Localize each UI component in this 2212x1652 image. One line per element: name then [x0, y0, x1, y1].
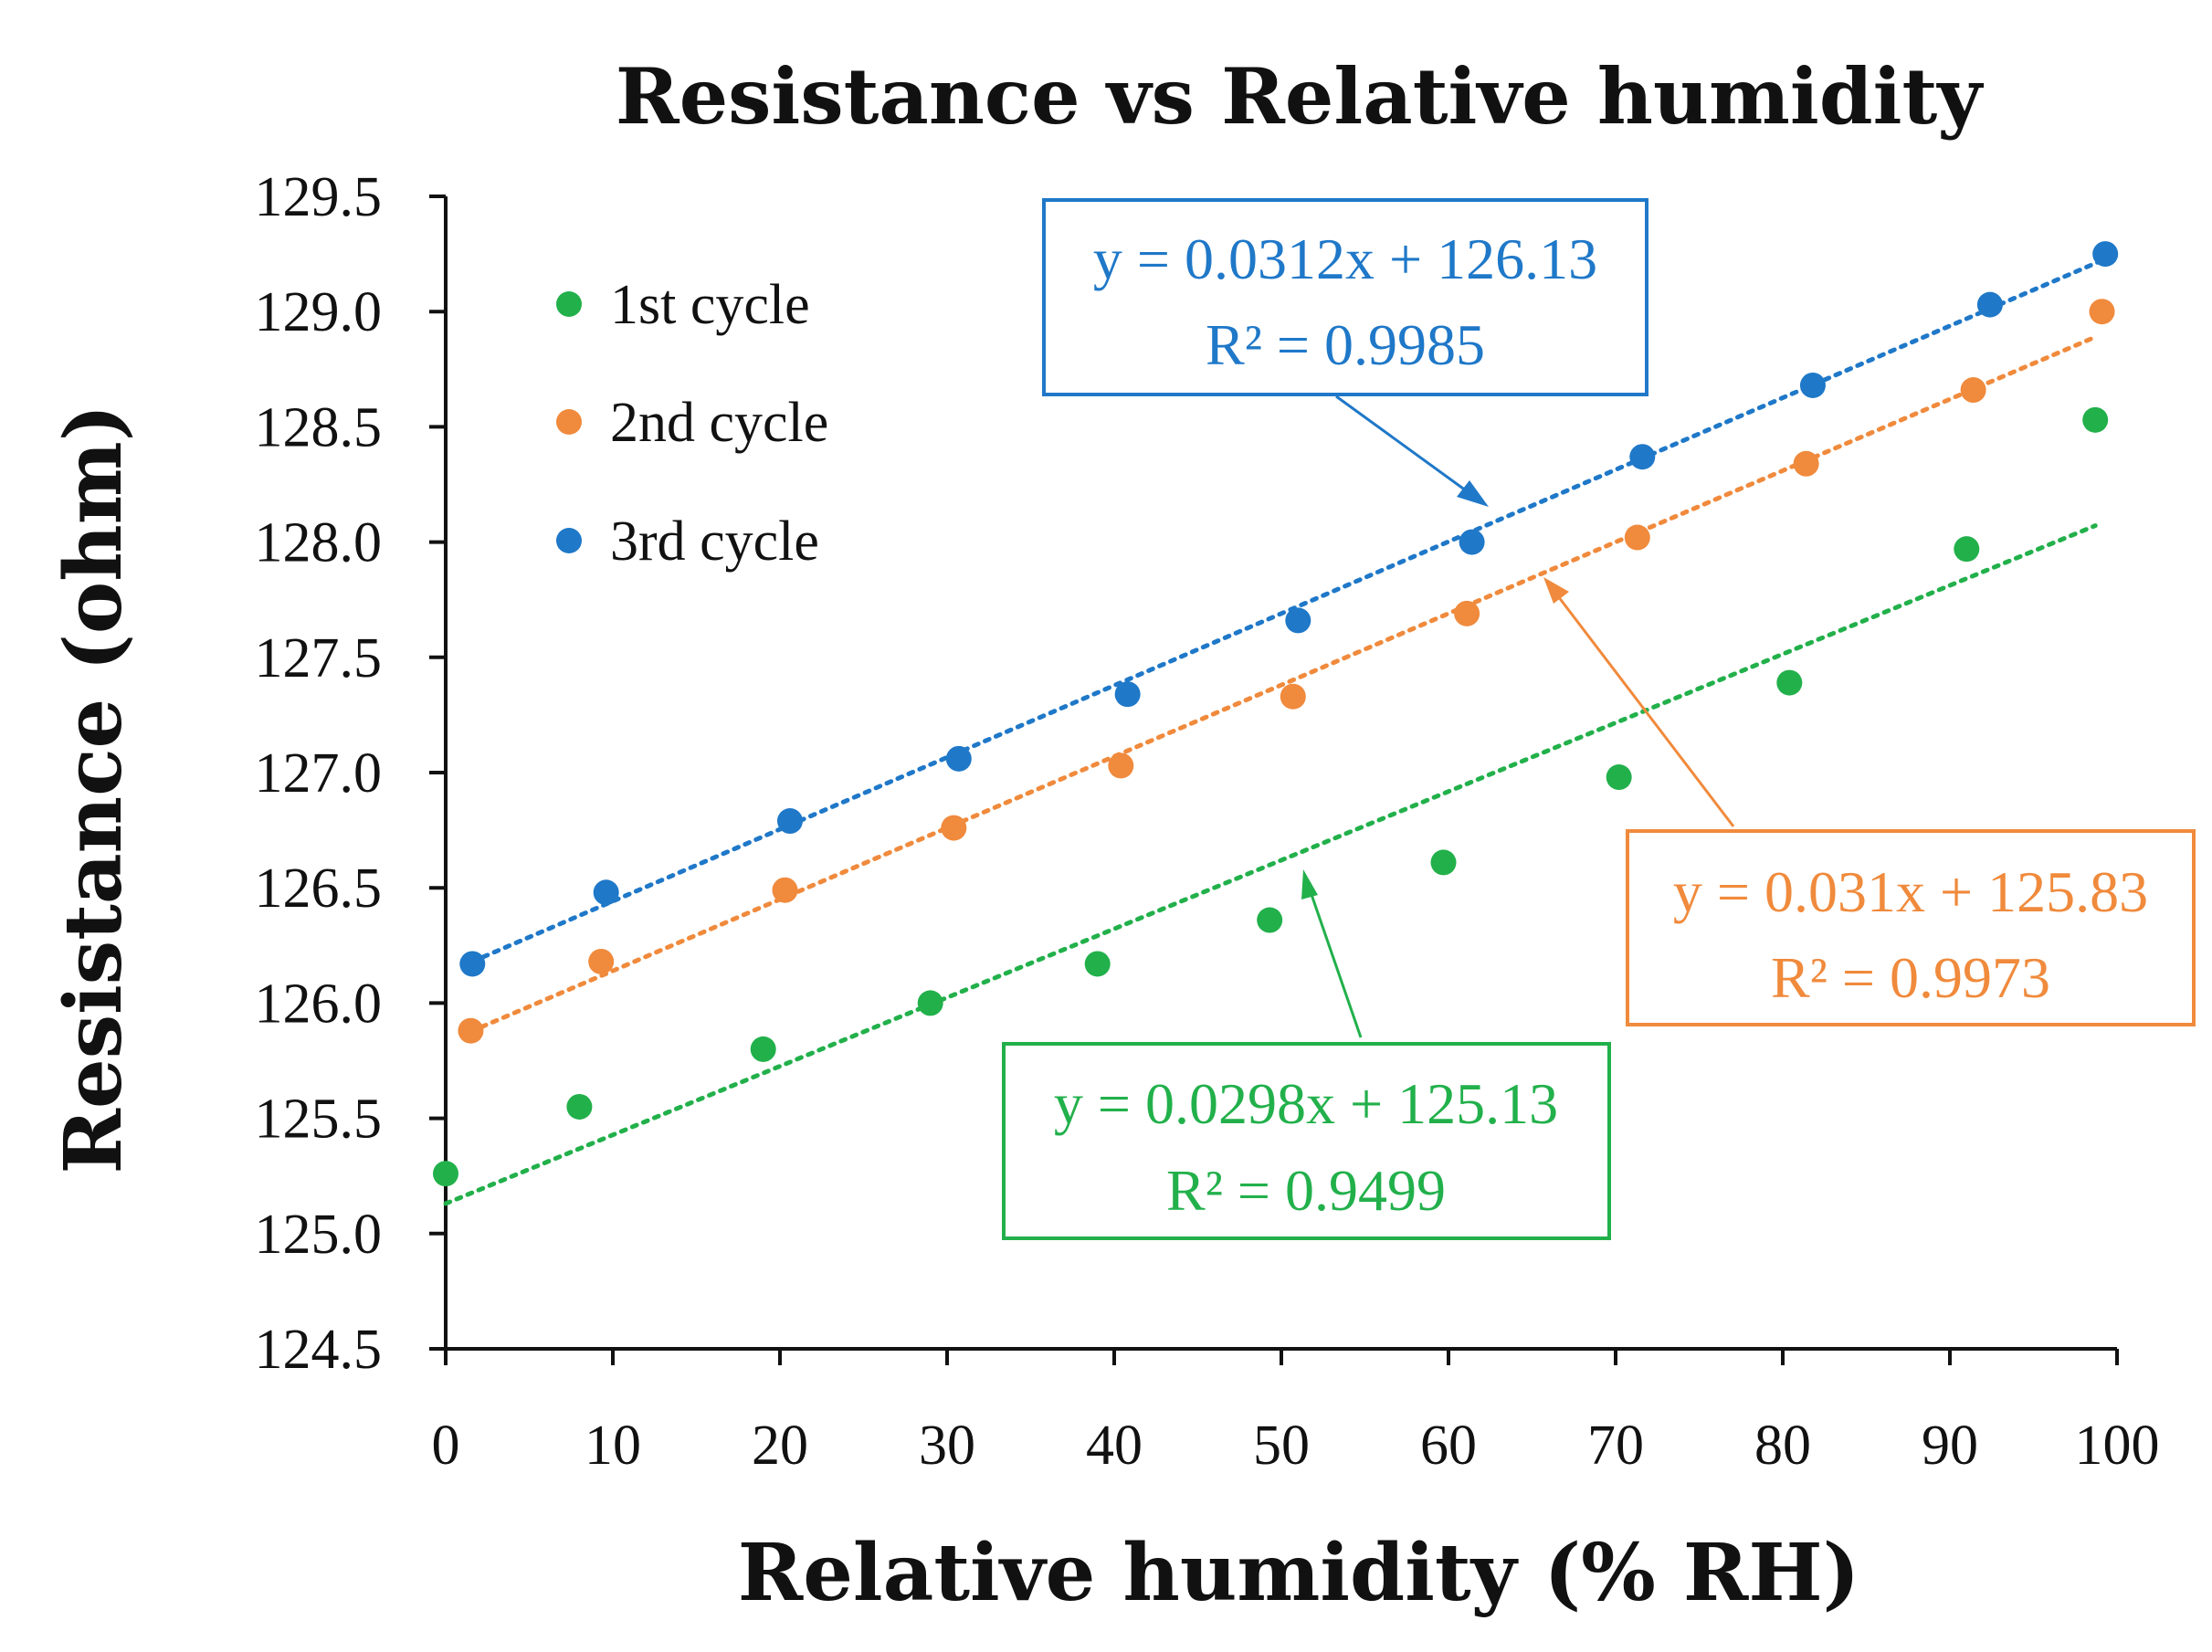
data-point-series-3	[593, 879, 619, 906]
y-tick-label: 129.5	[255, 166, 383, 228]
y-tick-label: 126.0	[255, 973, 383, 1035]
equation-box-2nd-cycle	[1626, 829, 2196, 1026]
equation-box-1st-cycle	[1002, 1042, 1611, 1240]
data-point-series-3	[1285, 607, 1311, 634]
x-tick-label: 40	[1086, 1415, 1143, 1477]
x-tick-label: 100	[2075, 1415, 2160, 1477]
data-point-series-1	[1954, 536, 1980, 563]
legend-label-3rd-cycle: 3rd cycle	[610, 510, 819, 573]
legend-item-2nd-cycle: 2nd cycle	[556, 392, 828, 454]
data-point-series-3	[776, 808, 803, 835]
data-point-series-2	[458, 1017, 484, 1044]
y-tick-label: 127.0	[255, 742, 383, 805]
chart-title: Resistance vs Relative humidity	[616, 51, 1984, 142]
r-squared-1st-cycle: R² = 0.9499	[1166, 1158, 1446, 1223]
data-point-series-1	[2082, 406, 2109, 433]
data-point-series-3	[1629, 444, 1656, 470]
x-tick-label: 30	[919, 1415, 975, 1477]
data-point-series-1	[1257, 907, 1283, 933]
x-tick-label: 50	[1253, 1415, 1310, 1477]
y-tick-label: 129.0	[255, 281, 383, 343]
arrowhead-1st-cycle	[1301, 869, 1318, 900]
x-tick-label: 60	[1420, 1415, 1477, 1477]
y-tick-label: 128.5	[255, 396, 383, 458]
annotation-1st-cycle: y = 0.0298x + 125.13 R² = 0.9499	[1002, 869, 1611, 1240]
equation-3rd-cycle: y = 0.0312x + 126.13	[1093, 226, 1597, 291]
arrowhead-2nd-cycle	[1543, 577, 1569, 604]
data-point-series-2	[1280, 683, 1306, 710]
y-tick-label: 126.5	[255, 858, 383, 920]
equation-1st-cycle: y = 0.0298x + 125.13	[1054, 1071, 1558, 1136]
legend: 1st cycle 2nd cycle 3rd cycle	[556, 274, 828, 573]
trendline-series-1	[443, 523, 2098, 1206]
y-tick-label: 125.0	[255, 1204, 383, 1266]
data-point-series-2	[1108, 752, 1134, 779]
legend-item-1st-cycle: 1st cycle	[556, 274, 810, 336]
data-point-series-3	[459, 951, 486, 977]
data-point-series-3	[945, 745, 972, 772]
data-point-series-2	[941, 815, 967, 841]
data-point-series-1	[1606, 764, 1632, 791]
x-tick-label: 70	[1587, 1415, 1644, 1477]
data-point-series-1	[1776, 669, 1803, 696]
x-tick-label: 90	[1922, 1415, 1978, 1477]
equation-box-3rd-cycle	[1042, 198, 1648, 396]
x-axis-title: Relative humidity (% RH)	[738, 1527, 1860, 1619]
y-tick-label: 128.0	[255, 512, 383, 574]
x-tick-label: 0	[432, 1415, 460, 1477]
legend-marker-2nd-cycle	[556, 409, 582, 435]
data-point-series-3	[1459, 529, 1485, 555]
data-point-series-2	[1960, 377, 1986, 404]
legend-marker-1st-cycle	[556, 291, 582, 317]
r-squared-2nd-cycle: R² = 0.9973	[1771, 945, 2050, 1010]
arrow-1st-cycle	[1306, 883, 1363, 1038]
x-tick-label: 10	[585, 1415, 641, 1477]
data-point-series-3	[1799, 372, 1826, 398]
legend-label-1st-cycle: 1st cycle	[610, 274, 810, 336]
y-tick-label: 127.5	[255, 627, 383, 689]
data-point-series-1	[566, 1093, 593, 1120]
y-tick-label: 124.5	[255, 1319, 383, 1381]
data-point-series-3	[2092, 241, 2119, 268]
data-point-series-1	[750, 1036, 776, 1062]
annotation-2nd-cycle: y = 0.031x + 125.83 R² = 0.9973	[1543, 577, 2196, 1026]
data-point-series-1	[433, 1161, 458, 1187]
data-point-series-2	[1624, 524, 1650, 551]
data-point-series-2	[772, 877, 798, 903]
y-axis-title: Resistance (ohm)	[47, 405, 140, 1174]
annotation-3rd-cycle: y = 0.0312x + 126.13 R² = 0.9985	[1042, 198, 1648, 507]
data-point-series-1	[917, 990, 943, 1016]
y-axis-ticks: 124.5 125.0 125.5 126.0 126.5 127.0 127.5 128.0…	[255, 166, 446, 1381]
data-point-series-2	[1793, 450, 1819, 477]
x-axis-ticks: 0 10 20 30 40 50 60 70 80 90 100	[432, 1349, 2160, 1477]
legend-item-3rd-cycle: 3rd cycle	[556, 510, 819, 573]
legend-marker-3rd-cycle	[556, 528, 582, 553]
arrow-2nd-cycle	[1551, 588, 1735, 827]
equation-2nd-cycle: y = 0.031x + 125.83	[1673, 859, 2148, 924]
data-point-series-1	[1084, 951, 1111, 977]
data-point-series-2	[1454, 600, 1480, 626]
arrow-3rd-cycle	[1335, 395, 1480, 502]
r-squared-3rd-cycle: R² = 0.9985	[1206, 312, 1485, 377]
trendlines	[443, 257, 2108, 1206]
trendline-series-3	[469, 257, 2108, 964]
x-tick-label: 80	[1754, 1415, 1811, 1477]
trendline-series-2	[468, 334, 2098, 1035]
x-tick-label: 20	[752, 1415, 808, 1477]
data-points	[433, 241, 2119, 1187]
legend-label-2nd-cycle: 2nd cycle	[610, 392, 828, 454]
data-point-series-3	[1114, 681, 1141, 708]
data-point-series-3	[1976, 291, 2003, 318]
data-point-series-2	[588, 948, 615, 974]
y-tick-label: 125.5	[255, 1089, 383, 1151]
arrowhead-3rd-cycle	[1457, 480, 1489, 507]
data-point-series-2	[2089, 299, 2115, 325]
data-point-series-1	[1430, 849, 1457, 876]
